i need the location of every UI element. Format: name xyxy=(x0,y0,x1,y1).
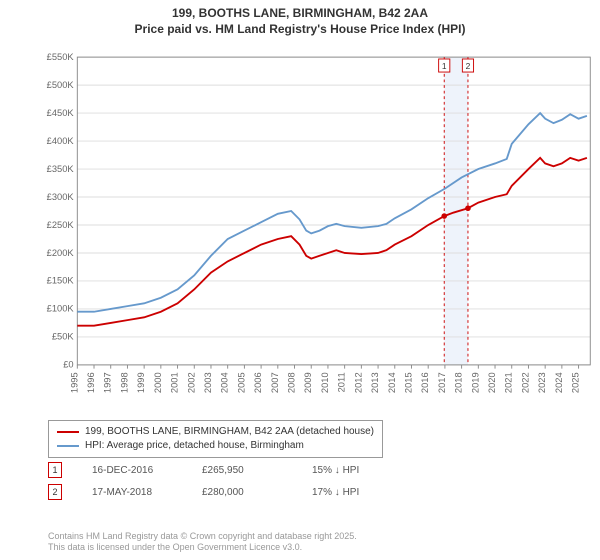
plot-area: £0 £50K £100K £150K £200K £250K £300K £350K £400… xyxy=(40,44,590,404)
svg-text:2017: 2017 xyxy=(437,372,447,393)
svg-text:£350K: £350K xyxy=(47,164,75,174)
marker-box-2: 2 xyxy=(48,484,62,500)
svg-text:2000: 2000 xyxy=(153,372,163,393)
legend-label-hpi: HPI: Average price, detached house, Birm… xyxy=(85,439,304,453)
svg-text:2014: 2014 xyxy=(387,372,397,393)
svg-text:£0: £0 xyxy=(63,360,73,370)
svg-text:2006: 2006 xyxy=(253,372,263,393)
svg-text:£200K: £200K xyxy=(47,248,75,258)
marker-delta-1: 15% ↓ HPI xyxy=(312,465,392,476)
svg-text:2018: 2018 xyxy=(454,372,464,393)
svg-text:£250K: £250K xyxy=(47,220,75,230)
svg-text:£150K: £150K xyxy=(47,276,75,286)
svg-text:£500K: £500K xyxy=(47,80,75,90)
attribution-line2: This data is licensed under the Open Gov… xyxy=(48,542,357,554)
svg-text:2023: 2023 xyxy=(537,372,547,393)
svg-text:2016: 2016 xyxy=(420,372,430,393)
svg-text:2009: 2009 xyxy=(303,372,313,393)
svg-text:1999: 1999 xyxy=(136,372,146,393)
svg-text:2024: 2024 xyxy=(554,372,564,393)
chart-title-line1: 199, BOOTHS LANE, BIRMINGHAM, B42 2AA xyxy=(0,0,600,22)
svg-text:2011: 2011 xyxy=(337,372,347,392)
marker-date-1: 16-DEC-2016 xyxy=(92,465,172,476)
chart-title-line2: Price paid vs. HM Land Registry's House … xyxy=(0,22,600,36)
svg-text:1997: 1997 xyxy=(103,372,113,393)
svg-text:2012: 2012 xyxy=(353,372,363,393)
svg-text:1996: 1996 xyxy=(86,372,96,393)
marker-row-2: 2 17-MAY-2018 £280,000 17% ↓ HPI xyxy=(48,484,392,500)
svg-text:£400K: £400K xyxy=(47,136,75,146)
svg-text:2010: 2010 xyxy=(320,372,330,393)
marker-delta-2: 17% ↓ HPI xyxy=(312,487,392,498)
svg-text:2004: 2004 xyxy=(220,372,230,393)
attribution: Contains HM Land Registry data © Crown c… xyxy=(48,531,357,554)
svg-text:2021: 2021 xyxy=(504,372,514,393)
svg-text:£100K: £100K xyxy=(47,304,75,314)
marker-row-1: 1 16-DEC-2016 £265,950 15% ↓ HPI xyxy=(48,462,392,478)
chart-svg: £0 £50K £100K £150K £200K £250K £300K £350K £400… xyxy=(40,44,594,406)
marker-date-2: 17-MAY-2018 xyxy=(92,487,172,498)
svg-text:2020: 2020 xyxy=(487,372,497,393)
marker-price-2: £280,000 xyxy=(202,487,282,498)
svg-text:2001: 2001 xyxy=(170,372,180,393)
svg-text:1: 1 xyxy=(442,61,447,71)
svg-text:2019: 2019 xyxy=(470,372,480,393)
svg-text:£300K: £300K xyxy=(47,192,75,202)
svg-text:2005: 2005 xyxy=(236,372,246,393)
svg-text:2007: 2007 xyxy=(270,372,280,393)
marker-price-1: £265,950 xyxy=(202,465,282,476)
marker-box-1: 1 xyxy=(48,462,62,478)
svg-text:2025: 2025 xyxy=(571,372,581,393)
legend-swatch-price-paid xyxy=(57,431,79,433)
legend-swatch-hpi xyxy=(57,445,79,447)
svg-text:£50K: £50K xyxy=(52,332,75,342)
chart-container: 199, BOOTHS LANE, BIRMINGHAM, B42 2AA Pr… xyxy=(0,0,600,560)
svg-text:2002: 2002 xyxy=(186,372,196,393)
marker-table: 1 16-DEC-2016 £265,950 15% ↓ HPI 2 17-MA… xyxy=(48,462,392,506)
legend-label-price-paid: 199, BOOTHS LANE, BIRMINGHAM, B42 2AA (d… xyxy=(85,425,374,439)
svg-text:2015: 2015 xyxy=(403,372,413,393)
svg-text:£450K: £450K xyxy=(47,108,75,118)
svg-text:2: 2 xyxy=(466,61,471,71)
svg-text:2003: 2003 xyxy=(203,372,213,393)
legend: 199, BOOTHS LANE, BIRMINGHAM, B42 2AA (d… xyxy=(48,420,383,458)
svg-text:2022: 2022 xyxy=(520,372,530,393)
svg-text:1998: 1998 xyxy=(119,372,129,393)
svg-text:£550K: £550K xyxy=(47,52,75,62)
svg-text:2013: 2013 xyxy=(370,372,380,393)
svg-text:1995: 1995 xyxy=(69,372,79,393)
svg-text:2008: 2008 xyxy=(287,372,297,393)
legend-item-price-paid: 199, BOOTHS LANE, BIRMINGHAM, B42 2AA (d… xyxy=(57,425,374,439)
legend-item-hpi: HPI: Average price, detached house, Birm… xyxy=(57,439,374,453)
attribution-line1: Contains HM Land Registry data © Crown c… xyxy=(48,531,357,543)
